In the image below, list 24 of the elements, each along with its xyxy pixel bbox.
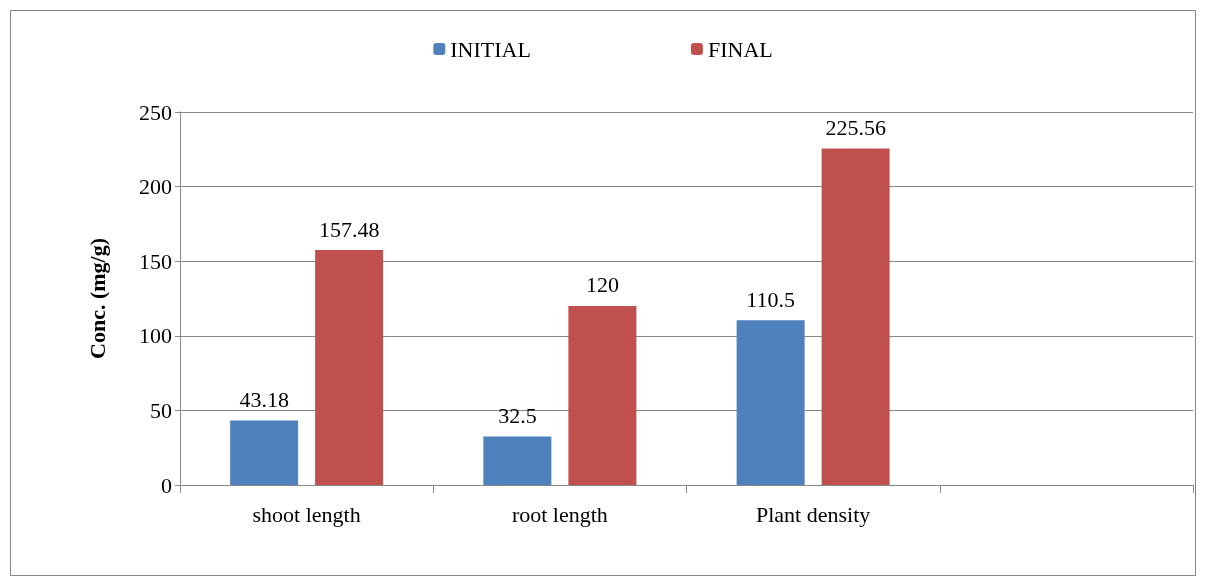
x-tick-label: Plant density bbox=[755, 501, 871, 527]
legend-label: INITIAL bbox=[450, 36, 531, 62]
bar bbox=[568, 305, 637, 485]
bar bbox=[821, 148, 890, 485]
bar bbox=[230, 420, 299, 485]
data-label: 43.18 bbox=[239, 387, 289, 413]
bar bbox=[483, 436, 552, 485]
bar bbox=[736, 320, 805, 485]
legend-label: FINAL bbox=[707, 36, 773, 62]
x-tick-label: shoot length bbox=[252, 501, 361, 527]
data-label: 110.5 bbox=[746, 286, 795, 312]
y-axis-title: Conc. (mg/g) bbox=[84, 238, 110, 359]
data-label: 120 bbox=[585, 272, 619, 298]
y-tick-label: 250 bbox=[139, 99, 172, 125]
bar bbox=[315, 250, 384, 485]
y-tick-label: 100 bbox=[139, 323, 172, 349]
data-label: 225.56 bbox=[825, 114, 886, 140]
data-label: 32.5 bbox=[498, 403, 537, 429]
y-tick-label: 0 bbox=[161, 472, 172, 498]
y-tick-label: 150 bbox=[139, 248, 172, 274]
x-tick-label: root length bbox=[511, 501, 608, 527]
y-tick-label: 50 bbox=[150, 397, 172, 423]
y-tick-label: 200 bbox=[139, 174, 172, 200]
data-label: 157.48 bbox=[318, 216, 380, 242]
